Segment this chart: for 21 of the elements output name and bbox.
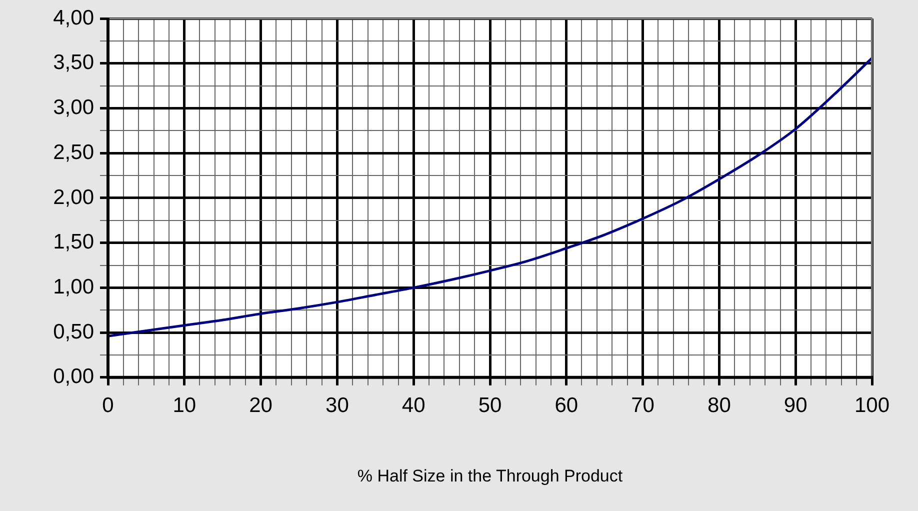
y-tick-label: 3,00 — [53, 96, 94, 120]
y-tick-label: 1,50 — [53, 230, 94, 254]
x-tick-label: 90 — [784, 394, 808, 417]
x-tick-label: 40 — [402, 394, 426, 417]
y-tick-label: 2,50 — [53, 140, 94, 164]
y-tick-label: 0,50 — [53, 320, 94, 344]
y-tick-label: 1,00 — [53, 275, 94, 298]
x-tick-label: 20 — [249, 394, 272, 417]
x-tick-label: 100 — [854, 394, 890, 417]
x-tick-label: 60 — [554, 394, 578, 417]
y-tick-label: 3,50 — [53, 51, 94, 74]
x-tick-label: 80 — [708, 394, 731, 417]
x-tick-label: 70 — [631, 394, 654, 417]
x-tick-label: 30 — [326, 394, 349, 417]
y-tick-label: 0,00 — [53, 365, 94, 388]
y-tick-label: 4,00 — [53, 6, 94, 30]
x-tick-label: 50 — [478, 394, 502, 417]
x-tick-label: 0 — [102, 394, 114, 417]
x-axis-title: % Half Size in the Through Product — [357, 466, 623, 486]
y-tick-label: 2,00 — [53, 186, 94, 209]
x-tick-label: 10 — [172, 394, 196, 417]
